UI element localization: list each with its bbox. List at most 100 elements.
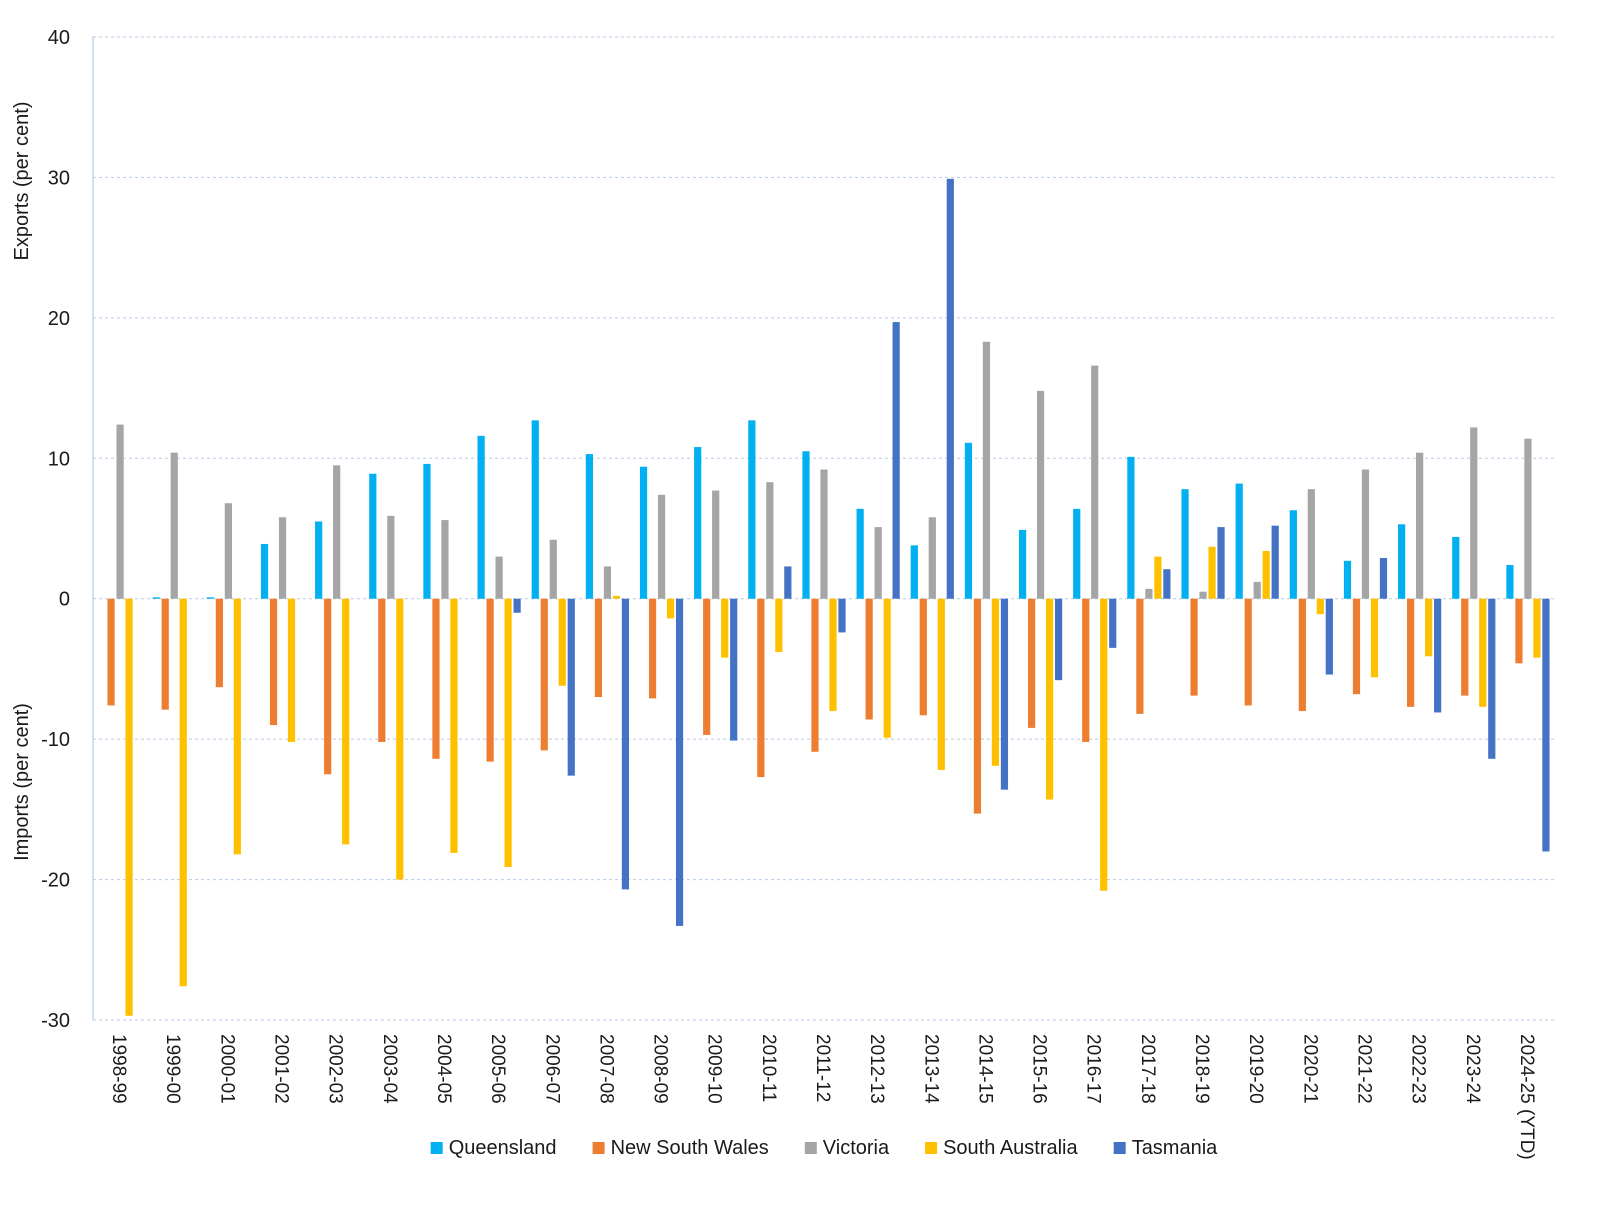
bar xyxy=(1262,550,1270,599)
bar xyxy=(1091,365,1099,599)
legend-label: Victoria xyxy=(823,1137,890,1159)
legend-swatch xyxy=(592,1142,605,1154)
bar xyxy=(206,597,214,599)
bar xyxy=(1470,427,1478,599)
legend-swatch xyxy=(1113,1142,1126,1154)
bar xyxy=(1524,438,1532,599)
bar xyxy=(982,341,991,599)
bar xyxy=(784,566,792,599)
bar xyxy=(558,598,566,686)
bar xyxy=(1452,536,1460,599)
bar xyxy=(657,494,666,599)
bar xyxy=(1208,546,1216,599)
bar xyxy=(829,598,837,712)
bar xyxy=(1000,598,1009,790)
bar xyxy=(161,598,169,710)
bar xyxy=(423,463,431,599)
y-tick-label: 30 xyxy=(48,167,70,189)
bar xyxy=(874,527,882,599)
bar xyxy=(1398,524,1406,599)
bar xyxy=(387,515,395,599)
y-tick-label: -10 xyxy=(41,729,70,751)
bar xyxy=(513,598,521,613)
bar xyxy=(639,466,648,599)
bar xyxy=(856,508,864,599)
legend-item: Victoria xyxy=(804,1137,890,1159)
bar xyxy=(910,545,918,599)
bar xyxy=(811,598,819,752)
y-tick-label: 40 xyxy=(48,27,70,49)
bar xyxy=(1136,598,1144,714)
bar xyxy=(1073,508,1081,599)
legend-item: Tasmania xyxy=(1113,1137,1218,1159)
x-tick-label: 2007-08 xyxy=(595,1034,616,1104)
bar xyxy=(233,598,241,855)
y-axis-title-exports: Exports (per cent) xyxy=(11,102,33,261)
bar xyxy=(1244,598,1252,706)
legend: Queensland New South Wales Victoria South A… xyxy=(430,1137,1218,1159)
x-tick-label: 2016-17 xyxy=(1083,1034,1104,1104)
x-tick-label: 2004-05 xyxy=(433,1034,454,1104)
bar xyxy=(1100,598,1108,891)
bar xyxy=(937,598,945,771)
bar xyxy=(333,465,341,599)
bar xyxy=(432,598,440,759)
bar xyxy=(1289,510,1297,599)
bar xyxy=(1253,581,1261,599)
bar xyxy=(378,598,386,742)
bar xyxy=(1316,598,1324,615)
x-tick-label: 2005-06 xyxy=(487,1034,508,1104)
bar xyxy=(1506,565,1514,599)
bar xyxy=(1488,598,1496,759)
bar xyxy=(1515,598,1523,664)
bar xyxy=(1235,483,1243,599)
bar xyxy=(495,556,503,599)
bar xyxy=(721,598,729,658)
bar xyxy=(450,598,458,853)
bar xyxy=(116,424,124,599)
x-tick-label: 2006-07 xyxy=(541,1034,562,1104)
bar xyxy=(585,454,594,599)
bar xyxy=(883,598,891,738)
x-tick-label: 2022-23 xyxy=(1408,1034,1429,1104)
bar xyxy=(865,598,873,720)
y-axis-title-imports: Imports (per cent) xyxy=(11,703,33,861)
bar xyxy=(477,435,485,599)
bar xyxy=(730,598,738,741)
bar xyxy=(224,503,232,599)
bars xyxy=(107,178,1550,1016)
bar xyxy=(1416,452,1424,599)
legend-label: South Australia xyxy=(943,1137,1078,1159)
bar xyxy=(369,473,377,599)
bar xyxy=(892,322,900,599)
bar xyxy=(1145,588,1153,599)
bar xyxy=(757,598,765,778)
x-tick-label: 2008-09 xyxy=(650,1034,671,1104)
bar xyxy=(1181,489,1189,599)
bar xyxy=(820,469,828,599)
bar xyxy=(1379,557,1388,599)
bar xyxy=(1027,598,1036,728)
bar xyxy=(1343,560,1352,599)
bar xyxy=(612,595,621,599)
bar xyxy=(603,566,612,599)
bar xyxy=(215,598,223,688)
bar xyxy=(170,452,178,599)
legend-swatch xyxy=(430,1142,443,1154)
bar xyxy=(125,598,133,1016)
bar xyxy=(1479,598,1487,707)
bar xyxy=(1109,598,1117,648)
x-tick-label: 2000-01 xyxy=(216,1034,237,1104)
bar xyxy=(396,598,404,880)
bar xyxy=(540,598,548,751)
bar xyxy=(1154,556,1162,599)
bar xyxy=(1082,598,1090,742)
x-tick-labels: 1998-99 1999-00 2000-01 2001-02 2002-03 2003-… xyxy=(108,1034,1537,1160)
bar xyxy=(919,598,927,716)
bar xyxy=(712,490,720,599)
bar xyxy=(324,598,332,775)
bar xyxy=(1325,598,1333,675)
legend-item: Queensland xyxy=(430,1137,557,1159)
x-tick-label: 2011-12 xyxy=(812,1034,833,1102)
legend-item: South Australia xyxy=(925,1137,1079,1159)
